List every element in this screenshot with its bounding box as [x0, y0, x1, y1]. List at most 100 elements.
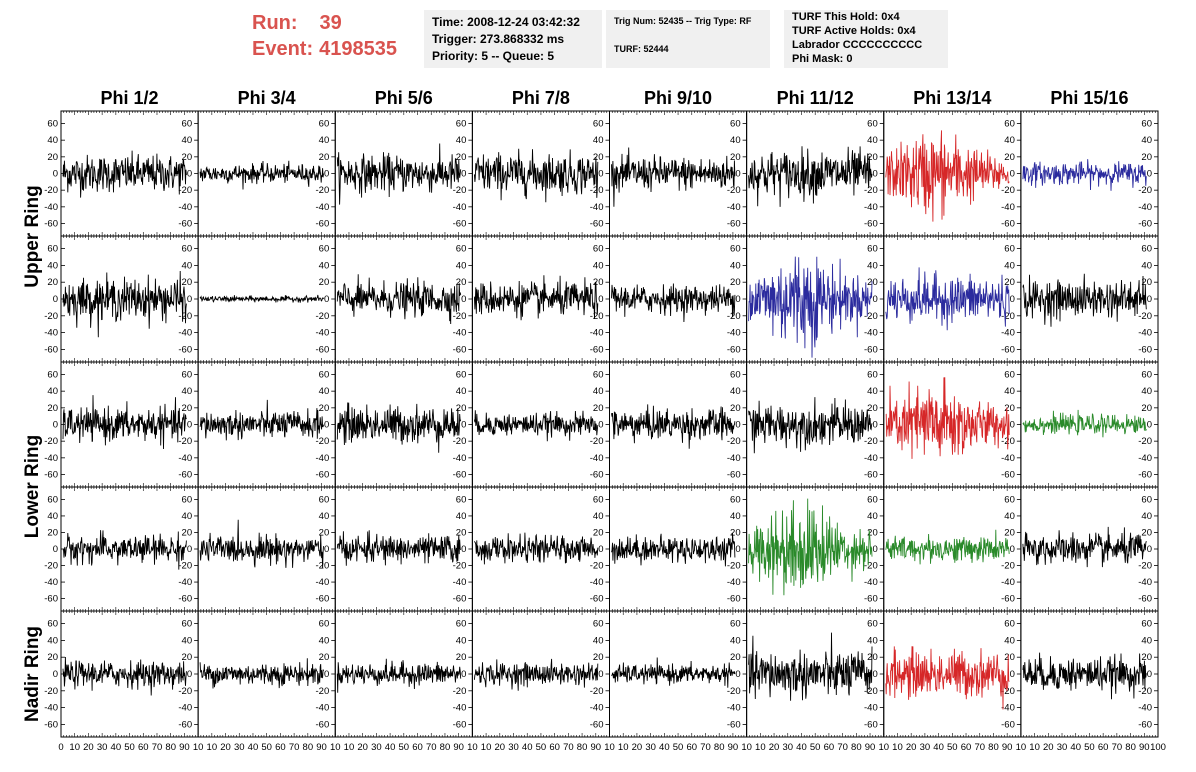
y-tick-label: 20	[47, 652, 58, 663]
event-label: Event:	[252, 38, 314, 60]
y-tick-label: 20	[182, 403, 193, 414]
y-tick-label: 0	[598, 669, 603, 680]
y-tick-label: -60	[316, 344, 330, 355]
y-tick-label: 40	[1004, 511, 1015, 522]
x-tick-label: 80	[577, 742, 588, 753]
y-tick-label: 60	[456, 119, 467, 130]
y-tick-label: -20	[864, 311, 878, 322]
y-tick-label: 60	[593, 370, 604, 381]
y-tick-label: 60	[456, 619, 467, 630]
x-tick-label: 50	[124, 742, 135, 753]
x-tick-label: 20	[220, 742, 231, 753]
y-tick-label: 60	[593, 619, 604, 630]
x-tick-label: 30	[234, 742, 245, 753]
y-tick-label: -60	[1138, 219, 1152, 230]
y-tick-label: -40	[178, 328, 192, 339]
y-tick-label: 60	[730, 370, 741, 381]
y-tick-label: 0	[1010, 669, 1015, 680]
y-tick-label: 60	[593, 244, 604, 255]
x-tick-label: 10	[1029, 742, 1040, 753]
x-tick-label: 70	[289, 742, 300, 753]
x-tick-label: 40	[522, 742, 533, 753]
y-tick-label: 20	[867, 277, 878, 288]
y-tick-label: 0	[324, 669, 329, 680]
waveform-trace	[885, 267, 1010, 331]
y-tick-label: -20	[727, 561, 741, 572]
y-tick-label: 60	[730, 494, 741, 505]
y-tick-label: 0	[872, 669, 877, 680]
y-tick-label: 60	[1004, 494, 1015, 505]
y-tick-label: -40	[316, 202, 330, 213]
x-tick-label: 50	[673, 742, 684, 753]
trig-num-text: Trig Num: 52435 -- Trig Type: RF	[614, 16, 752, 26]
y-tick-label: -60	[864, 719, 878, 730]
y-tick-label: -20	[590, 436, 604, 447]
y-tick-label: -40	[727, 703, 741, 714]
turf-hold-panel: TURF This Hold: 0x4 TURF Active Holds: 0…	[784, 10, 948, 68]
x-tick-label: 0	[58, 742, 63, 753]
x-tick-label: 90	[1139, 742, 1150, 753]
ring-label: Nadir Ring	[22, 626, 43, 722]
y-tick-label: 40	[1141, 511, 1152, 522]
y-tick-label: 20	[319, 277, 330, 288]
y-tick-label: -40	[178, 703, 192, 714]
y-tick-label: 60	[47, 619, 58, 630]
y-tick-label: 20	[456, 652, 467, 663]
x-tick-label: 60	[549, 742, 560, 753]
x-tick-label: 80	[165, 742, 176, 753]
y-tick-label: 40	[730, 135, 741, 146]
y-tick-label: -20	[1001, 561, 1015, 572]
waveform-trace	[336, 402, 462, 453]
y-tick-label: 40	[1004, 635, 1015, 646]
y-tick-label: 20	[867, 403, 878, 414]
y-tick-label: -40	[590, 328, 604, 339]
x-tick-label: 70	[563, 742, 574, 753]
y-tick-label: -40	[316, 703, 330, 714]
y-tick-label: 0	[1147, 169, 1152, 180]
y-tick-label: 20	[47, 403, 58, 414]
waveform-trace	[62, 530, 187, 570]
y-tick-label: 40	[456, 260, 467, 271]
y-tick-label: 60	[1141, 244, 1152, 255]
y-tick-label: 0	[598, 420, 603, 431]
y-tick-label: -20	[453, 436, 467, 447]
y-tick-label: 60	[1141, 494, 1152, 505]
y-tick-label: 60	[1141, 370, 1152, 381]
y-tick-label: 20	[456, 277, 467, 288]
y-tick-label: -60	[44, 470, 58, 481]
run-line: Run: 39	[252, 10, 397, 36]
y-tick-label: 40	[730, 635, 741, 646]
y-tick-label: 0	[187, 544, 192, 555]
y-tick-label: -40	[44, 577, 58, 588]
y-tick-label: -60	[1001, 344, 1015, 355]
y-tick-label: -40	[1001, 703, 1015, 714]
y-tick-label: 0	[187, 669, 192, 680]
y-tick-label: 20	[867, 527, 878, 538]
y-tick-label: 60	[319, 619, 330, 630]
y-tick-label: -60	[727, 344, 741, 355]
y-tick-label: -40	[864, 577, 878, 588]
x-tick-label: 70	[1112, 742, 1123, 753]
y-tick-label: -60	[1138, 344, 1152, 355]
y-tick-label: 40	[867, 386, 878, 397]
y-tick-label: 20	[1141, 403, 1152, 414]
y-tick-label: 60	[1004, 370, 1015, 381]
column-header: Phi 5/6	[375, 88, 433, 108]
x-tick-label: 90	[1002, 742, 1013, 753]
y-tick-label: 0	[53, 169, 58, 180]
y-tick-label: 0	[872, 544, 877, 555]
y-tick-label: 0	[53, 294, 58, 305]
y-tick-label: 40	[1004, 386, 1015, 397]
waveform-trace	[62, 395, 187, 450]
y-tick-label: -60	[316, 594, 330, 605]
y-tick-label: 40	[730, 511, 741, 522]
y-tick-label: 40	[319, 635, 330, 646]
